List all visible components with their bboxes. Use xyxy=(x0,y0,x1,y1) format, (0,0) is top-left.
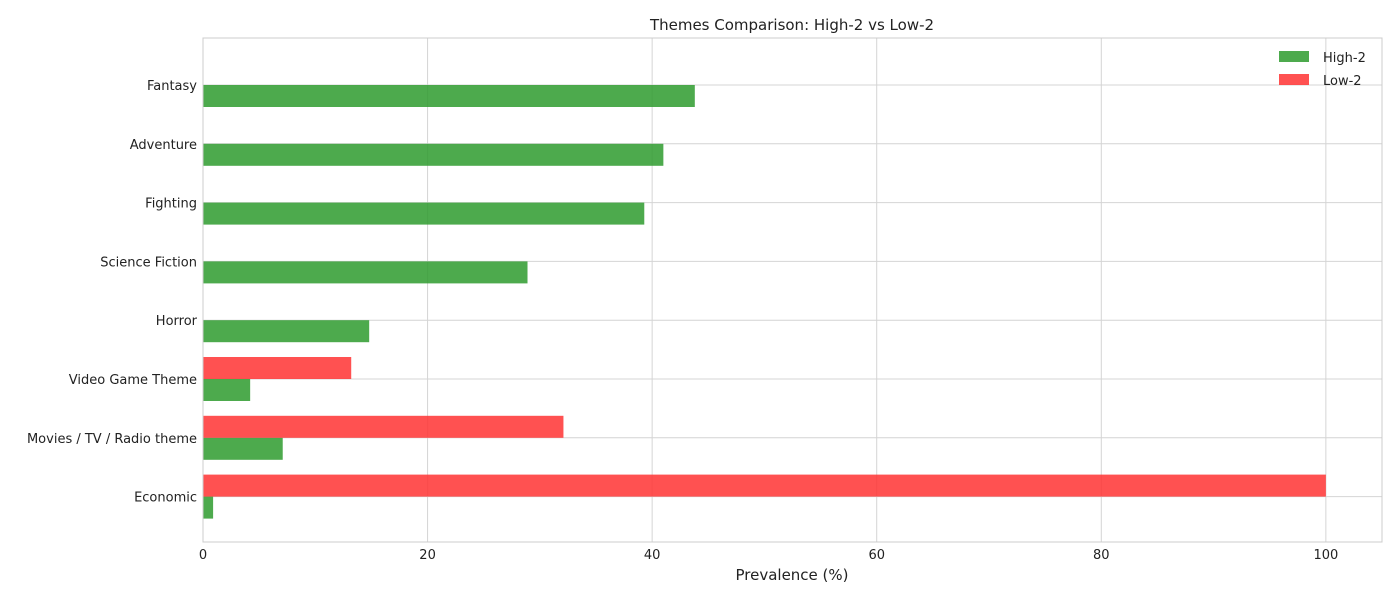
bar-high-2 xyxy=(203,85,695,107)
y-tick-label: Movies / TV / Radio theme xyxy=(27,432,197,447)
x-axis-label: Prevalence (%) xyxy=(735,566,848,584)
y-tick-label: Fighting xyxy=(145,197,197,212)
y-tick-label: Adventure xyxy=(130,138,197,153)
y-tick-label: Science Fiction xyxy=(100,255,197,270)
legend-swatch-high-2 xyxy=(1279,51,1309,62)
bar-high-2 xyxy=(203,202,645,225)
legend-swatch-low-2 xyxy=(1279,74,1309,85)
legend-label-high-2: High-2 xyxy=(1323,51,1366,66)
bar-high-2 xyxy=(203,496,214,519)
x-tick-label: 20 xyxy=(419,548,436,563)
x-tick-label: 100 xyxy=(1313,548,1338,563)
tick-labels: 0 20 40 60 80 100 Fantasy Adventure Fighting Scie… xyxy=(27,79,1338,563)
x-tick-label: 80 xyxy=(1093,548,1110,563)
legend: High-2 Low-2 xyxy=(1279,51,1366,89)
plot-frame xyxy=(202,37,1383,543)
x-tick-label: 60 xyxy=(868,548,885,563)
bar-high-2 xyxy=(203,320,370,343)
y-tick-label: Economic xyxy=(134,491,197,506)
bar-low-2 xyxy=(203,415,564,438)
bar-high-2 xyxy=(203,379,251,401)
bar-high-2 xyxy=(203,437,283,460)
bar-low-2 xyxy=(203,357,352,379)
y-tick-label: Horror xyxy=(156,314,198,329)
chart-title: Themes Comparison: High-2 vs Low-2 xyxy=(649,16,934,34)
x-tick-label: 40 xyxy=(644,548,661,563)
grid xyxy=(202,38,1382,542)
bar-high-2 xyxy=(203,143,664,166)
x-tick-label: 0 xyxy=(199,548,207,563)
bar-low-2 xyxy=(203,474,1326,497)
legend-label-low-2: Low-2 xyxy=(1323,74,1362,89)
bar-high-2 xyxy=(203,261,528,284)
bars xyxy=(203,85,1326,519)
y-tick-label: Video Game Theme xyxy=(69,373,197,388)
y-tick-label: Fantasy xyxy=(147,79,197,94)
